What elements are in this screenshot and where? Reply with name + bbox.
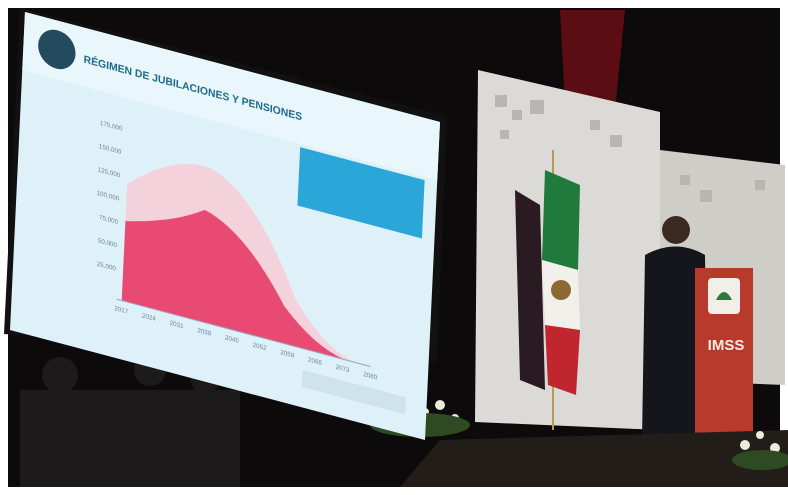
- photo: IMSS RÉGIMEN DE JUBILACIONES Y PENSIONES…: [0, 0, 788, 495]
- flag-green: [542, 170, 580, 270]
- page: IMSS RÉGIMEN DE JUBILACIONES Y PENSIONES…: [0, 0, 788, 495]
- podium-label: IMSS: [708, 337, 745, 354]
- flag-emblem: [551, 280, 571, 300]
- flag-red: [545, 325, 580, 395]
- speaker-head: [662, 216, 690, 244]
